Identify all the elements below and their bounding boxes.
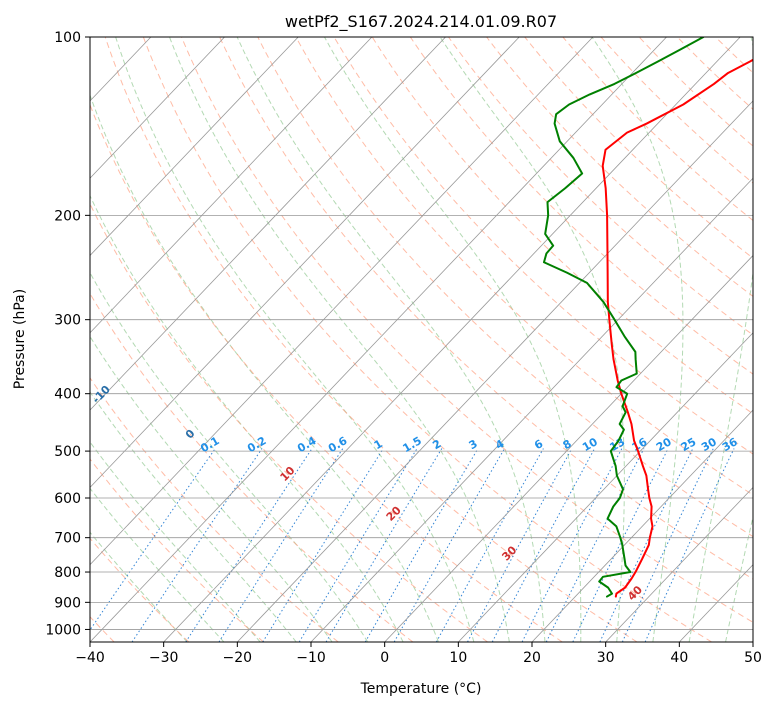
dry-adiabat-line xyxy=(142,37,712,642)
dry-adiabat-line xyxy=(409,37,753,375)
dry-adiabat-line xyxy=(90,292,414,642)
moist-adiabat-line xyxy=(324,37,582,642)
dry-adiabat-line xyxy=(90,103,563,642)
x-tick-label: 20 xyxy=(523,650,541,666)
x-tick-label: −20 xyxy=(223,650,253,666)
plot-area: -100-90-80-70-60-50-40-30-20-10010203040… xyxy=(90,37,753,642)
dry-adiabat-line xyxy=(90,377,339,642)
x-tick-label: 0 xyxy=(380,650,389,666)
mixing-ratio-line xyxy=(218,448,344,642)
moist-adiabats xyxy=(90,37,753,642)
temperature-profile-line xyxy=(601,58,753,598)
y-tick-label: 700 xyxy=(54,531,81,547)
isotherm-line xyxy=(90,37,225,179)
mixing-ratio-line xyxy=(131,448,263,642)
y-tick-label: 500 xyxy=(54,444,81,460)
dry-adiabat-line xyxy=(486,37,753,297)
mixing-ratio-line xyxy=(185,448,313,642)
mixing-ratio-line xyxy=(262,448,384,642)
isotherm-line xyxy=(605,486,753,642)
y-tick-label: 900 xyxy=(54,595,81,611)
moist-adiabat-line xyxy=(90,335,333,642)
moist-adiabat-line xyxy=(90,271,369,642)
mixing-ratio-line xyxy=(621,448,714,642)
x-tick-label: −10 xyxy=(296,650,326,666)
chart-title: wetPf2_S167.2024.214.01.09.R07 xyxy=(285,12,557,32)
x-tick-label: −40 xyxy=(75,650,105,666)
mixing-ratio-lines xyxy=(90,448,735,642)
isobars xyxy=(90,37,753,630)
isotherm-line xyxy=(90,37,520,488)
y-tick-label: 600 xyxy=(54,491,81,507)
x-tick-label: 30 xyxy=(597,650,615,666)
isotherm-line xyxy=(163,37,741,642)
dry-adiabat-line xyxy=(638,37,753,147)
moist-adiabat-line xyxy=(90,194,404,642)
mixing-ratio-line xyxy=(599,448,694,642)
isotherm-line xyxy=(90,37,299,257)
mixing-ratio-line xyxy=(467,448,573,642)
isotherm-line xyxy=(90,37,373,334)
x-axis-label: Temperature (°C) xyxy=(360,681,482,697)
y-tick-label: 200 xyxy=(54,208,81,224)
moist-adiabat-line xyxy=(90,531,188,642)
mixing-ratio-line xyxy=(521,448,623,642)
x-tick-label: 40 xyxy=(670,650,688,666)
mixing-ratio-line xyxy=(545,448,645,642)
y-tick-label: 100 xyxy=(54,30,81,46)
dry-adiabat-line xyxy=(295,37,753,496)
y-tick-label: 300 xyxy=(54,313,81,329)
dewpoint-profile-line xyxy=(542,37,705,598)
mixing-ratio-line xyxy=(298,448,418,642)
y-axis-label: Pressure (hPa) xyxy=(12,289,28,389)
moist-adiabat-line xyxy=(90,391,297,642)
mixing-ratio-line xyxy=(644,448,735,642)
isotherm-line xyxy=(90,37,446,411)
plot-frame xyxy=(89,36,754,643)
moist-adiabat-line xyxy=(688,37,753,642)
y-tick-label: 800 xyxy=(54,565,81,581)
mixing-ratio-line xyxy=(364,448,479,642)
dry-adiabat-line xyxy=(600,37,753,184)
moist-adiabat-line xyxy=(591,37,684,642)
isotherm-line xyxy=(90,37,594,566)
moist-adiabat-line xyxy=(90,487,225,642)
plot-background xyxy=(90,37,753,642)
y-tick-label: 400 xyxy=(54,387,81,403)
dry-adiabat-line xyxy=(219,37,753,580)
moist-adiabat-line xyxy=(90,93,439,642)
moist-adiabat-line xyxy=(725,514,753,642)
x-tick-label: −30 xyxy=(149,650,179,666)
dry-adiabat-line xyxy=(448,37,753,336)
dry-adiabat-line xyxy=(104,37,638,642)
x-tick-label: 10 xyxy=(449,650,467,666)
isotherm-line xyxy=(531,409,753,642)
dry-adiabat-line xyxy=(371,37,753,415)
y-axis: 100 200 300 400 500 600 700 800 900 1000 xyxy=(45,30,90,638)
y-tick-label: 1000 xyxy=(45,622,81,638)
moist-adiabat-line xyxy=(236,37,546,642)
moist-adiabat-line xyxy=(169,37,510,642)
isotherm-line xyxy=(384,254,753,642)
x-axis: −40 −30 −20 −10 0 10 20 30 40 50 xyxy=(75,642,762,666)
isotherm-line xyxy=(458,332,753,642)
dry-adiabat-line xyxy=(181,37,753,623)
moist-adiabat-line xyxy=(439,37,625,642)
isotherm-line xyxy=(237,100,753,642)
x-tick-label: 50 xyxy=(744,650,762,666)
moist-adiabat-line xyxy=(115,37,475,642)
isotherm-line xyxy=(90,37,667,642)
dry-adiabat-line xyxy=(90,458,264,642)
series-lines xyxy=(542,37,753,598)
isotherm-line xyxy=(310,177,753,642)
isotherms xyxy=(90,37,753,642)
mixing-ratio-line xyxy=(90,448,216,631)
